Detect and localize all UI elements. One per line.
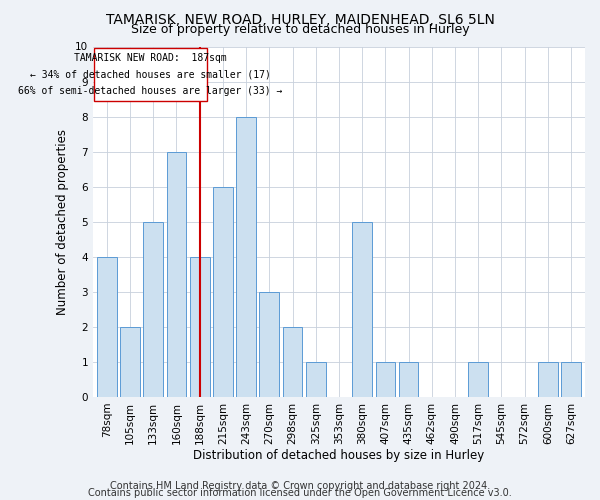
Bar [143, 222, 163, 397]
Text: 66% of semi-detached houses are larger (33) →: 66% of semi-detached houses are larger (… [18, 86, 283, 97]
Bar [376, 362, 395, 397]
Bar [190, 257, 209, 397]
Text: Size of property relative to detached houses in Hurley: Size of property relative to detached ho… [131, 22, 469, 36]
Bar [469, 362, 488, 397]
Text: TAMARISK, NEW ROAD, HURLEY, MAIDENHEAD, SL6 5LN: TAMARISK, NEW ROAD, HURLEY, MAIDENHEAD, … [106, 12, 494, 26]
X-axis label: Distribution of detached houses by size in Hurley: Distribution of detached houses by size … [193, 450, 485, 462]
Bar [352, 222, 372, 397]
Bar [236, 116, 256, 397]
Text: Contains HM Land Registry data © Crown copyright and database right 2024.: Contains HM Land Registry data © Crown c… [110, 481, 490, 491]
Bar [120, 327, 140, 397]
Bar [306, 362, 326, 397]
Bar [399, 362, 418, 397]
Bar [167, 152, 187, 397]
Text: Contains public sector information licensed under the Open Government Licence v3: Contains public sector information licen… [88, 488, 512, 498]
Y-axis label: Number of detached properties: Number of detached properties [56, 128, 70, 314]
FancyBboxPatch shape [94, 48, 206, 101]
Bar [259, 292, 279, 397]
Text: ← 34% of detached houses are smaller (17): ← 34% of detached houses are smaller (17… [30, 70, 271, 80]
Text: TAMARISK NEW ROAD:  187sqm: TAMARISK NEW ROAD: 187sqm [74, 52, 227, 62]
Bar [97, 257, 116, 397]
Bar [561, 362, 581, 397]
Bar [213, 186, 233, 397]
Bar [538, 362, 558, 397]
Bar [283, 327, 302, 397]
